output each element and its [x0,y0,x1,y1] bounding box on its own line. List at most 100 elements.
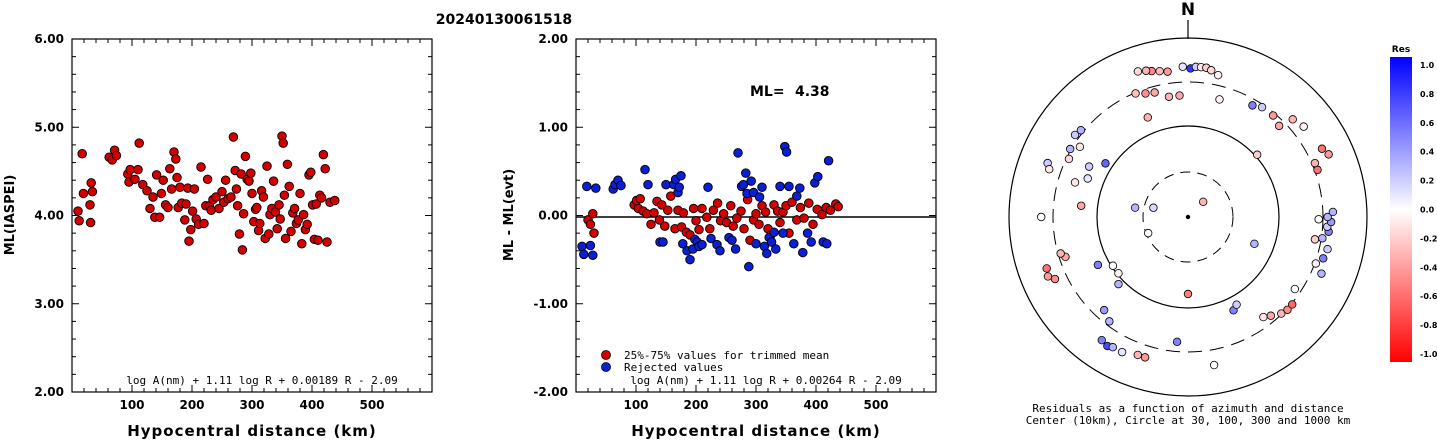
polar-residual-point [1310,235,1320,244]
rejected-data-point [661,179,671,190]
polar-residual-point [1252,150,1262,159]
left-data-point [237,245,248,255]
trimmed-data-point [787,197,797,208]
left-data-point [73,206,83,216]
rejected-data-point [715,246,725,256]
trimmed-data-point [705,223,715,234]
colorbar-tick-label: 0.2 [1420,177,1434,186]
rejected-data-point [727,235,737,245]
left-data-point [74,216,84,226]
left-data-point [240,151,251,162]
rejected-data-point [784,181,794,192]
polar-residual-point [1042,264,1051,273]
polar-residual-point [1114,269,1123,278]
left-data-point [133,164,143,175]
middle-y-tick-label: 1.00 [538,120,568,134]
polar-residual-point [1178,62,1187,71]
left-data-point [158,175,168,185]
trimmed-data-point [646,219,656,230]
polar-residual-point [1310,158,1320,168]
left-x-tick-label: 300 [239,398,264,412]
left-data-point [228,132,239,142]
middle-y-tick-label: -1.00 [533,297,568,311]
rejected-data-point [588,250,598,260]
trimmed-data-point [649,208,659,218]
rejected-data-point [802,228,813,238]
left-data-point [238,208,249,219]
polar-residual-point [1268,111,1278,120]
left-data-point [297,238,307,249]
trimmed-data-point [708,205,719,215]
left-y-tick-label: 6.00 [34,32,64,46]
left-data-point [175,182,185,193]
rejected-data-point [738,179,749,190]
rejected-data-point [771,244,781,254]
polar-residual-point [1323,245,1332,254]
polar-residual-point [1250,239,1259,249]
polar-residual-point [1056,249,1065,258]
rejected-data-point [579,249,589,260]
left-y-tick-label: 4.00 [34,209,64,223]
left-data-point [289,203,300,214]
trimmed-data-point [691,216,701,226]
colorbar-tick-label: -0.8 [1420,321,1437,330]
left-data-point [279,190,290,200]
rejected-data-point [746,176,756,186]
left-plot: 100 200 300 400 500 2.00 3.00 4.00 5.00 6.00 ML(I… [3,32,433,440]
legend: 25%-75% values for trimmed mean Rejected… [601,349,829,374]
polar-caption-line-1: Residuals as a function of azimuth and d… [1032,402,1343,415]
polar-residual-point [1143,228,1153,238]
rejected-data-point [792,191,802,201]
polar-residual-point [1323,212,1332,222]
left-data-point [180,215,190,225]
rejected-data-point [585,240,596,251]
rejected-data-point [822,238,832,249]
left-y-axis-label: ML(IASPEI) [3,175,18,256]
rejected-data-point [577,241,587,252]
left-data-point [320,163,330,174]
left-axis-ticks: 100 200 300 400 500 2.00 3.00 4.00 5.00 6.00 [34,32,432,412]
left-data-point [171,154,181,164]
colorbar-tick-label: 0.4 [1420,148,1435,157]
left-data-point [85,200,95,210]
rejected-data-point [795,183,805,193]
colorbar: Res 1.0 0.8 0.6 0.4 0.2 0.0 -0.2 -0.4 -0.6 -0.8 -1… [1390,45,1437,362]
left-x-tick-label: 100 [119,398,144,412]
trimmed-data-point [726,201,736,211]
rejected-data-point [674,182,684,193]
left-data-point [86,178,96,188]
colorbar-tick-label: 0.8 [1420,90,1435,99]
trimmed-data-point [688,203,699,214]
legend-marker-rejected [601,362,611,372]
polar-residual-point [1207,66,1216,75]
rejected-data-point [741,168,751,178]
polar-residual-point [1130,203,1140,212]
left-data-point [78,188,89,199]
left-data-point [252,202,262,213]
polar-residual-point [1133,67,1143,76]
left-data-point [134,138,144,148]
rejected-data-point [744,261,754,272]
polar-residual-point [1076,126,1086,135]
trimmed-data-point [736,206,746,216]
left-data-point [187,206,198,216]
rejected-data-point [733,148,743,158]
colorbar-tick-label: -0.2 [1420,234,1437,243]
rejected-data-point [703,182,713,193]
trimmed-data-point [702,212,712,223]
polar-residual-point [1149,203,1158,212]
left-data-point [196,162,206,172]
left-data-point [189,184,200,194]
trimmed-data-point [795,202,806,213]
left-data-point [214,203,224,214]
rejected-data-point [769,227,779,238]
polar-residual-point [1070,130,1080,140]
middle-axis-ticks: 100 200 300 400 500 -2.00 -1.00 0.00 1.00 2.00 [533,32,936,412]
left-data-point [322,237,332,247]
polar-residual-point [1140,353,1150,362]
trimmed-data-point [817,209,827,220]
left-data-point [77,148,87,159]
rejected-data-point [781,147,792,157]
trimmed-data-point [660,221,670,231]
rejected-data-point [706,233,716,244]
